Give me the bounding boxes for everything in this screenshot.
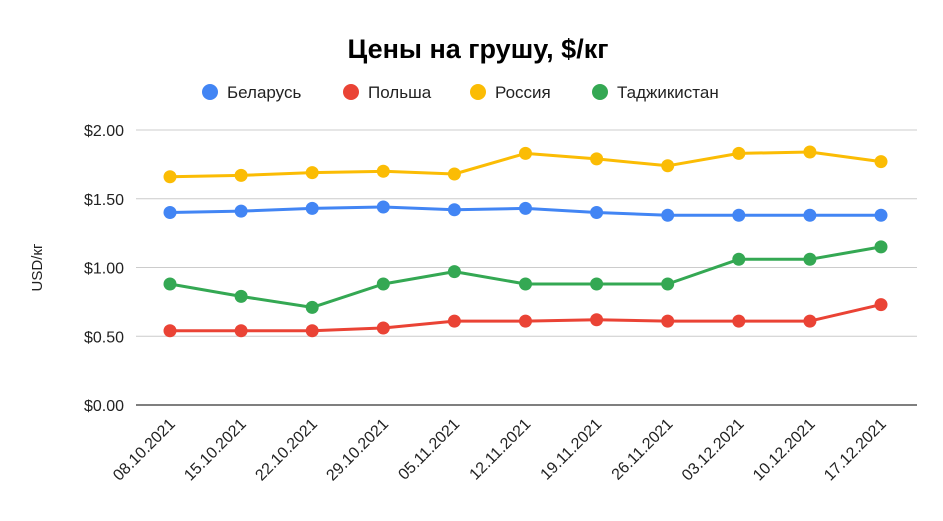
data-point[interactable] — [376, 164, 390, 178]
x-tick-label: 29.10.2021 — [323, 416, 392, 485]
y-axis-label: USD/кг — [29, 243, 46, 291]
gridlines — [136, 129, 917, 406]
legend-marker — [470, 84, 486, 100]
data-point[interactable] — [732, 314, 746, 328]
data-point[interactable] — [803, 208, 817, 222]
data-point[interactable] — [590, 152, 604, 166]
series-group — [163, 145, 888, 338]
data-point[interactable] — [447, 203, 461, 217]
data-point[interactable] — [732, 146, 746, 160]
legend-label: Россия — [495, 83, 551, 102]
data-point[interactable] — [803, 252, 817, 266]
data-point[interactable] — [163, 324, 177, 338]
legend: Беларусь Польша Россия Таджикистан — [202, 83, 719, 102]
y-axis: $0.00 $0.50 $1.00 $1.50 $2.00 — [84, 123, 124, 415]
x-tick-label: 05.11.2021 — [395, 416, 463, 484]
data-point[interactable] — [305, 300, 319, 314]
data-point[interactable] — [447, 167, 461, 181]
data-point[interactable] — [519, 277, 532, 291]
x-tick-label: 15.10.2021 — [181, 416, 250, 485]
legend-item[interactable]: Таджикистан — [592, 83, 719, 102]
data-point[interactable] — [590, 313, 604, 327]
x-tick-label: 22.10.2021 — [252, 416, 321, 485]
data-point[interactable] — [163, 170, 177, 184]
legend-item[interactable]: Беларусь — [202, 83, 301, 102]
x-tick-label: 26.11.2021 — [609, 416, 677, 484]
y-tick-label: $0.00 — [84, 398, 124, 415]
legend-label: Беларусь — [227, 83, 301, 102]
data-point[interactable] — [163, 206, 177, 219]
data-point[interactable] — [732, 252, 746, 266]
series-2 — [163, 145, 888, 184]
legend-marker — [592, 84, 608, 100]
legend-item[interactable]: Россия — [470, 83, 551, 102]
x-tick-label: 12.11.2021 — [467, 416, 535, 484]
data-point[interactable] — [447, 314, 461, 328]
legend-label: Таджикистан — [617, 83, 719, 102]
data-point[interactable] — [305, 166, 319, 180]
data-point[interactable] — [376, 321, 390, 335]
data-point[interactable] — [376, 277, 390, 291]
data-point[interactable] — [590, 277, 604, 291]
legend-item[interactable]: Польша — [343, 83, 432, 102]
legend-label: Польша — [368, 83, 432, 102]
data-point[interactable] — [732, 208, 746, 222]
x-tick-label: 19.11.2021 — [538, 416, 606, 484]
data-point[interactable] — [447, 265, 461, 279]
data-point[interactable] — [803, 314, 817, 328]
x-tick-label: 10.12.2021 — [750, 416, 819, 485]
x-tick-label: 08.10.2021 — [110, 416, 179, 485]
series-1 — [163, 298, 888, 338]
data-point[interactable] — [519, 314, 532, 328]
data-point[interactable] — [305, 324, 319, 338]
data-point[interactable] — [234, 324, 248, 338]
y-tick-label: $2.00 — [84, 123, 124, 140]
x-axis: 08.10.2021 15.10.2021 22.10.2021 29.10.2021… — [110, 416, 890, 485]
x-tick-label: 17.12.2021 — [821, 416, 890, 485]
data-point[interactable] — [305, 201, 319, 215]
data-point[interactable] — [661, 159, 675, 173]
data-point[interactable] — [661, 314, 675, 328]
data-point[interactable] — [234, 204, 248, 218]
series-3 — [163, 240, 888, 314]
y-tick-label: $0.50 — [84, 329, 124, 346]
y-tick-label: $1.50 — [84, 192, 124, 209]
data-point[interactable] — [590, 206, 604, 219]
data-point[interactable] — [874, 155, 888, 169]
series-line — [169, 245, 882, 309]
chart-title: Цены на грушу, $/кг — [348, 34, 609, 64]
data-point[interactable] — [874, 208, 888, 222]
data-point[interactable] — [519, 146, 532, 160]
data-point[interactable] — [874, 240, 888, 254]
data-point[interactable] — [163, 277, 177, 291]
data-point[interactable] — [803, 145, 817, 159]
y-tick-label: $1.00 — [84, 261, 124, 278]
data-point[interactable] — [234, 168, 248, 182]
series-0 — [163, 200, 888, 222]
legend-marker — [202, 84, 218, 100]
x-tick-label: 03.12.2021 — [679, 416, 748, 485]
data-point[interactable] — [661, 208, 675, 222]
data-point[interactable] — [874, 298, 888, 312]
data-point[interactable] — [234, 289, 248, 303]
data-point[interactable] — [519, 201, 532, 215]
data-point[interactable] — [661, 277, 675, 291]
data-point[interactable] — [376, 200, 390, 214]
legend-marker — [343, 84, 359, 100]
